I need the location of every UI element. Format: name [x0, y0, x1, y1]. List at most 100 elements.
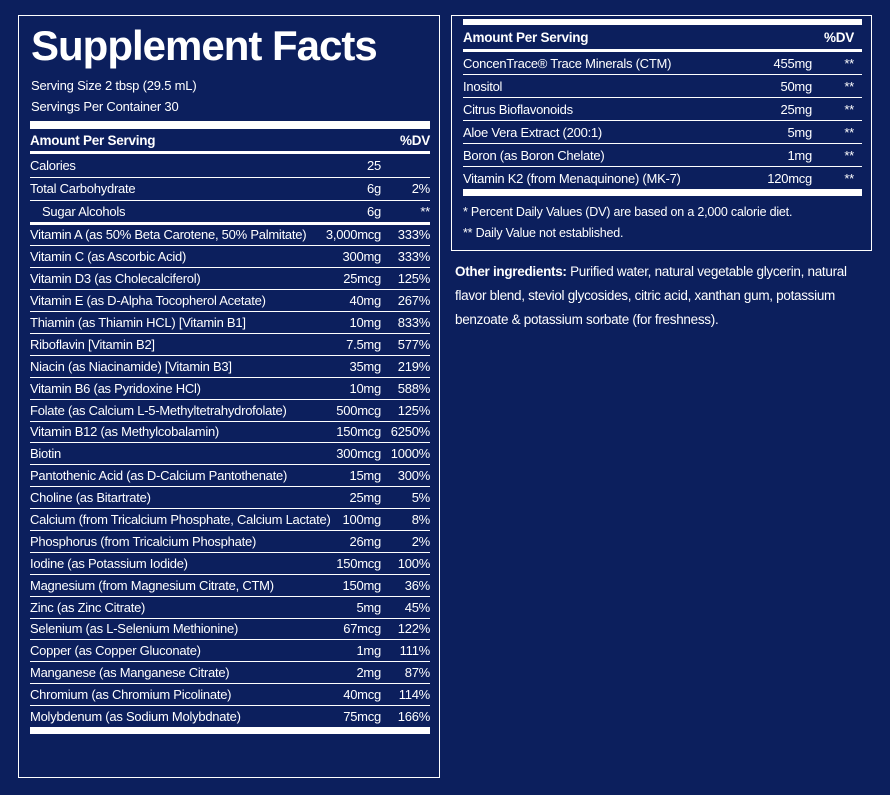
table-row: Folate (as Calcium L-5-Methyltetrahydrof…	[30, 400, 430, 422]
table-row: Choline (as Bitartrate) 25mg 5%	[30, 487, 431, 510]
amount: 120mcg	[767, 170, 812, 186]
nutrient-name: Copper (as Copper Gluconate)	[30, 643, 201, 659]
nutrient-name: Selenium (as L-Selenium Methionine)	[30, 621, 239, 637]
daily-value: 125%	[397, 271, 431, 287]
nutrient-name: Aloe Vera Extract (200:1)	[463, 124, 602, 140]
table-row: Sugar Alcohols 6g **	[30, 201, 430, 225]
nutrient-name: Vitamin B6 (as Pyridoxine HCl)	[30, 380, 201, 396]
daily-value: **	[844, 101, 854, 117]
header-amount: Amount Per Serving	[463, 29, 589, 45]
daily-value: 122%	[397, 621, 431, 637]
nutrient-name: Inositol	[463, 78, 503, 94]
other-label: Other ingredients:	[455, 264, 567, 279]
nutrient-name: Phosphorus (from Tricalcium Phosphate)	[30, 533, 257, 549]
daily-value: **	[844, 55, 854, 71]
daily-value: 219%	[397, 358, 431, 374]
footnote: ** Daily Value not established.	[463, 226, 624, 240]
table-row: Manganese (as Manganese Citrate) 2mg 87%	[30, 662, 431, 685]
nutrient-name: Total Carbohydrate	[30, 181, 136, 197]
daily-value: **	[844, 124, 854, 140]
daily-value: **	[844, 170, 854, 186]
table-row: Selenium (as L-Selenium Methionine) 67mcg…	[30, 619, 430, 641]
table-row: Inositol 50mg **	[463, 75, 862, 98]
amount: 75mcg	[343, 709, 381, 725]
daily-value: 45%	[404, 599, 431, 615]
nutrient-name: Boron (as Boron Chelate)	[463, 147, 605, 163]
nutrient-name: Sugar Alcohols	[42, 203, 126, 219]
serving-size: Serving Size 2 tbsp (29.5 mL)	[31, 78, 197, 93]
nutrient-name: Manganese (as Manganese Citrate)	[30, 665, 230, 681]
nutrient-name: Biotin	[30, 446, 62, 462]
daily-value: **	[844, 147, 854, 163]
table-row: Pantothenic Acid (as D-Calcium Pantothen…	[30, 465, 430, 488]
daily-value: 1000%	[390, 446, 430, 462]
amount: 150mcg	[336, 555, 381, 571]
thick-bar	[30, 121, 430, 129]
nutrient-name: Thiamin (as Thiamin HCL) [Vitamin B1]	[30, 315, 246, 330]
thick-bar	[30, 726, 430, 734]
nutrient-name: Chromium (as Chromium Picolinate)	[30, 687, 232, 703]
nutrient-name: Citrus Bioflavonoids	[463, 101, 573, 117]
table-row: Vitamin E (as D-Alpha Tocopherol Acetate…	[30, 290, 430, 313]
daily-value: 8%	[411, 512, 431, 528]
nutrient-name: Vitamin K2 (from Menaquinone) (MK-7)	[463, 170, 681, 186]
amount: 1mg	[356, 643, 381, 659]
facts-table: Amount Per Serving %DV Calories 25 Total C…	[30, 121, 430, 734]
nutrient-name: Molybdenum (as Sodium Molybdnate)	[30, 709, 241, 725]
daily-value: **	[844, 78, 854, 94]
daily-value: 111%	[399, 643, 431, 659]
amount: 25	[367, 157, 381, 173]
supplement-facts-panel: Supplement Facts Serving Size 2 tbsp (29…	[18, 15, 440, 778]
table-row: Citrus Bioflavonoids 25mg **	[463, 98, 862, 121]
amount: 100mg	[342, 512, 382, 528]
amount: 5mg	[356, 599, 381, 615]
nutrient-name: Vitamin B12 (as Methylcobalamin)	[30, 424, 220, 440]
table-row: Phosphorus (from Tricalcium Phosphate) 26…	[30, 531, 430, 553]
amount: 25mg	[349, 490, 381, 506]
daily-value: 36%	[404, 577, 431, 593]
amount: 35mg	[349, 358, 381, 374]
amount: 40mcg	[343, 687, 381, 703]
header-dv: %DV	[823, 29, 854, 45]
header-amount: Amount Per Serving	[30, 132, 156, 148]
amount: 3,000mcg	[325, 227, 381, 243]
daily-value: 2%	[411, 533, 431, 549]
daily-value: 100%	[397, 555, 431, 571]
amount: 26mg	[349, 533, 381, 549]
nutrient-name: Vitamin D3 (as Cholecalciferol)	[30, 271, 201, 287]
nutrient-name: Vitamin E (as D-Alpha Tocopherol Acetate…	[30, 293, 266, 309]
amount: 10mg	[349, 380, 381, 396]
amount: 25mcg	[343, 271, 381, 287]
amount: 5mg	[787, 124, 812, 140]
table-row: Thiamin (as Thiamin HCL) [Vitamin B1] 10m…	[30, 312, 430, 334]
amount: 25mg	[780, 101, 812, 117]
table-row: Aloe Vera Extract (200:1) 5mg **	[463, 121, 862, 144]
rows: Calories 25 Total Carbohydrate 6g 2% Sugar Al…	[30, 154, 430, 727]
header-dv: %DV	[399, 132, 430, 148]
table-row: Copper (as Copper Gluconate) 1mg 111%	[30, 640, 431, 663]
amount: 15mg	[349, 468, 381, 484]
daily-value: 2%	[411, 181, 431, 197]
table-row: Boron (as Boron Chelate) 1mg **	[463, 144, 862, 167]
table-row: Riboflavin [Vitamin B2] 7.5mg 577%	[30, 334, 430, 356]
daily-value: 833%	[397, 315, 431, 330]
nutrient-name: ConcenTrace® Trace Minerals (CTM)	[463, 55, 672, 71]
table-row: Vitamin A (as 50% Beta Carotene, 50% Pal…	[30, 225, 430, 247]
nutrient-name: Calories	[30, 157, 76, 173]
amount: 300mg	[342, 249, 382, 265]
footnote: * Percent Daily Values (DV) are based on…	[463, 205, 793, 219]
other-text: Purified water, natural vegetable glycer…	[455, 264, 847, 327]
amount: 455mg	[773, 55, 813, 71]
nutrient-name: Niacin (as Niacinamide) [Vitamin B3]	[30, 358, 232, 374]
thick-bar	[463, 19, 862, 25]
table-row: Vitamin D3 (as Cholecalciferol) 25mcg 125%	[30, 268, 431, 291]
nutrient-name: Choline (as Bitartrate)	[30, 490, 151, 506]
amount: 2mg	[356, 665, 381, 681]
table-row: Vitamin K2 (from Menaquinone) (MK-7) 120m…	[463, 167, 862, 189]
table-row: Magnesium (from Magnesium Citrate, CTM) 1…	[30, 575, 430, 597]
daily-value: 5%	[411, 490, 431, 506]
table-row: Calories 25	[30, 154, 430, 178]
daily-value: 87%	[404, 665, 431, 681]
table-row: Chromium (as Chromium Picolinate) 40mcg 11…	[30, 684, 430, 707]
